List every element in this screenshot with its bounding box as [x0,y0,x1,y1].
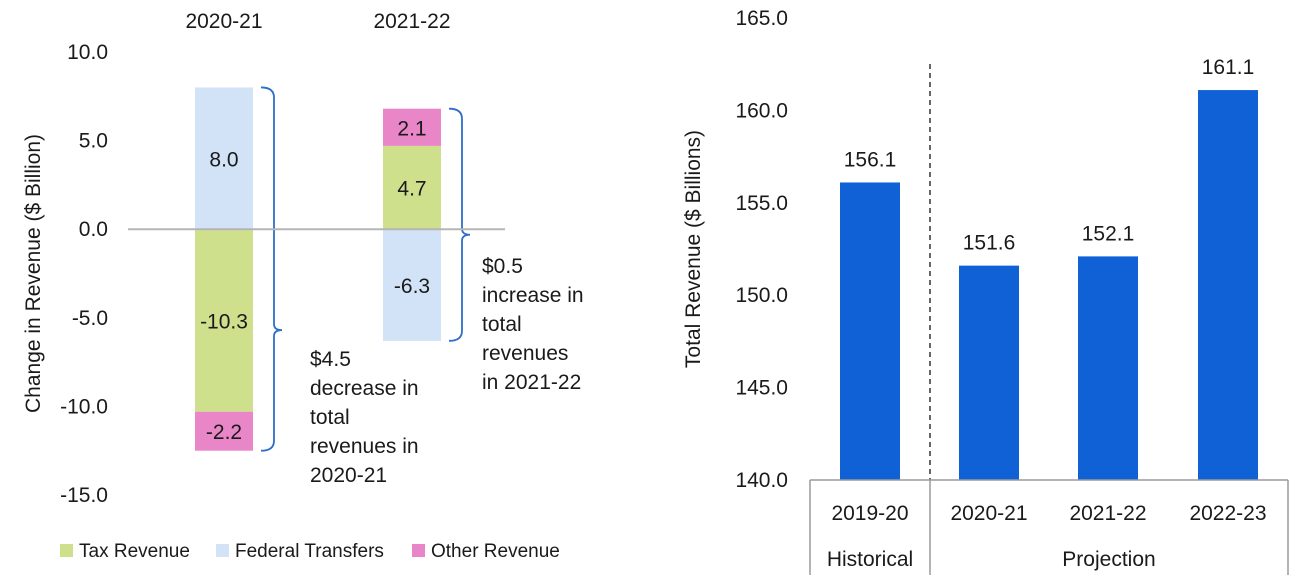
y-tick-label: 160.0 [735,99,788,122]
y-axis-title: Total Revenue ($ Billions) [682,130,705,368]
y-tick-label: 10.0 [67,41,108,64]
legend-swatch [412,544,425,557]
y-tick-label: 155.0 [735,192,788,215]
annotation-text: $0.5 [482,255,523,278]
annotation-text: total [310,406,350,429]
annotation-text: revenues in [310,435,419,458]
bar [1198,90,1258,481]
y-tick-label: 145.0 [735,377,788,400]
annotation-text: in 2021-22 [482,371,581,394]
right-chart-total-revenue: 165.0 160.0 155.0 150.0 145.0 140.0 Total Reve… [682,7,1289,575]
segment-value-label: 2.1 [397,117,426,140]
category-label: 2021-22 [1069,502,1146,525]
y-tick-label: -15.0 [60,484,108,507]
bar-segment [383,145,441,230]
annotation-bracket [260,86,283,452]
bar-value-label: 152.1 [1082,222,1135,245]
category-label: 2019-20 [831,502,908,525]
segment-value-label: -2.2 [206,421,242,444]
annotation-text: revenues [482,342,568,365]
bar-segment [383,108,441,146]
segment-value-label: 8.0 [209,148,238,171]
bar [1078,256,1138,480]
bar-segment [195,229,253,412]
segment-value-label: 4.7 [397,178,426,201]
bar-value-label: 156.1 [844,148,897,171]
left-chart-change-in-revenue: 10.0 5.0 0.0 -5.0 -10.0 -15.0 Change in Revenu… [22,10,584,562]
y-tick-label: -5.0 [72,307,108,330]
bar [840,182,900,481]
bar [959,265,1019,480]
y-tick-label: 0.0 [79,218,108,241]
annotation-text: total [482,313,522,336]
category-label: 2022-23 [1189,502,1266,525]
legend-label: Federal Transfers [235,541,384,562]
bar-value-label: 151.6 [963,232,1016,255]
legend-swatch [60,544,73,557]
group-label: Projection [1062,548,1155,571]
y-tick-label: 140.0 [735,469,788,492]
category-label: 2021-22 [373,10,450,33]
segment-value-label: -6.3 [394,275,430,298]
bar-value-label: 161.1 [1202,56,1255,79]
y-axis-title: Change in Revenue ($ Billion) [22,134,45,413]
y-tick-label: 165.0 [735,7,788,30]
category-label: 2020-21 [185,10,262,33]
y-tick-label: -10.0 [60,395,108,418]
category-label: 2020-21 [950,502,1027,525]
annotation-text: decrease in [310,377,419,400]
bar-segment [195,411,253,451]
annotation-text: increase in [482,284,584,307]
segment-value-label: -10.3 [200,310,248,333]
y-tick-label: 5.0 [79,130,108,153]
legend-swatch [216,544,229,557]
bar-segment [383,229,441,341]
legend-label: Tax Revenue [79,541,190,562]
y-tick-label: 150.0 [735,284,788,307]
annotation-text: $4.5 [310,348,351,371]
bar-segment [195,87,253,230]
annotation-text: 2020-21 [310,464,387,487]
annotation-bracket [448,107,471,342]
group-label: Historical [827,548,913,571]
legend-label: Other Revenue [431,541,560,562]
